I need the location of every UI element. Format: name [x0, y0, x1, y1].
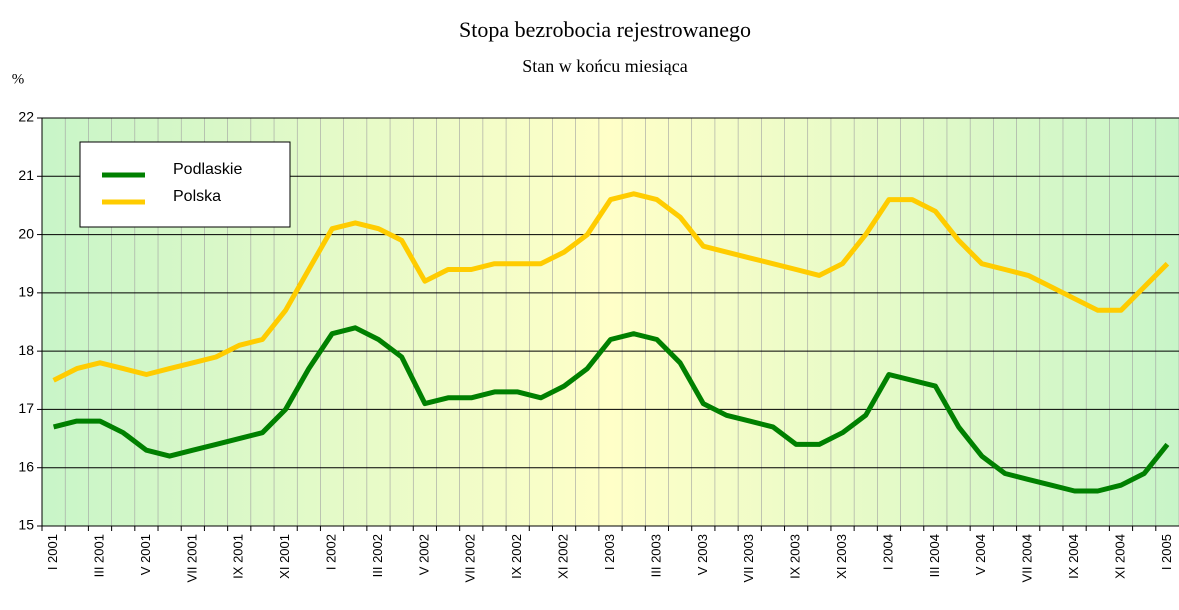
x-tick-label: XI 2003	[834, 534, 849, 579]
y-tick-label: 18	[18, 342, 34, 358]
y-tick-label: 21	[18, 167, 34, 183]
x-tick-label: VII 2003	[741, 534, 756, 582]
x-tick-label: I 2002	[323, 534, 338, 570]
x-tick-label: IX 2001	[231, 534, 246, 579]
y-tick-label: 16	[18, 458, 34, 474]
x-tick-label: XI 2002	[556, 534, 571, 579]
x-tick-label: IX 2002	[509, 534, 524, 579]
x-tick-label: I 2003	[602, 534, 617, 570]
x-tick-label: XI 2004	[1112, 534, 1127, 579]
x-tick-label: IX 2003	[788, 534, 803, 579]
chart-title: Stopa bezrobocia rejestrowanego	[459, 17, 751, 42]
x-tick-label: III 2001	[91, 534, 106, 577]
x-tick-label: III 2003	[648, 534, 663, 577]
data-line	[52, 325, 1170, 494]
x-tick-label: VII 2001	[184, 534, 199, 582]
x-tick-label: III 2004	[927, 534, 942, 577]
y-axis-label: %	[12, 71, 25, 87]
x-tick-label: IX 2004	[1066, 534, 1081, 579]
x-tick-label: V 2002	[416, 534, 431, 575]
x-tick-label: V 2003	[695, 534, 710, 575]
x-tick-label: XI 2001	[277, 534, 292, 579]
x-tick-label: III 2002	[370, 534, 385, 577]
y-tick-label: 17	[18, 400, 34, 416]
chart-subtitle: Stan w końcu miesiąca	[522, 56, 687, 76]
y-tick-label: 20	[18, 225, 34, 241]
legend-label: Polska	[173, 188, 221, 205]
legend-box	[79, 141, 291, 228]
y-tick-label: 15	[18, 517, 34, 533]
x-tick-label: I 2004	[880, 534, 895, 570]
y-tick-label: 19	[18, 284, 34, 300]
x-tick-label: I 2005	[1159, 534, 1174, 570]
x-tick-label: V 2004	[973, 534, 988, 575]
x-tick-label: VII 2004	[1020, 534, 1035, 582]
x-tick-label: I 2001	[45, 534, 60, 570]
legend-label: Podlaskie	[173, 161, 242, 178]
x-tick-label: VII 2002	[463, 534, 478, 582]
data-line	[52, 191, 1170, 383]
y-tick-label: 22	[18, 109, 34, 125]
x-tick-label: V 2001	[138, 534, 153, 575]
